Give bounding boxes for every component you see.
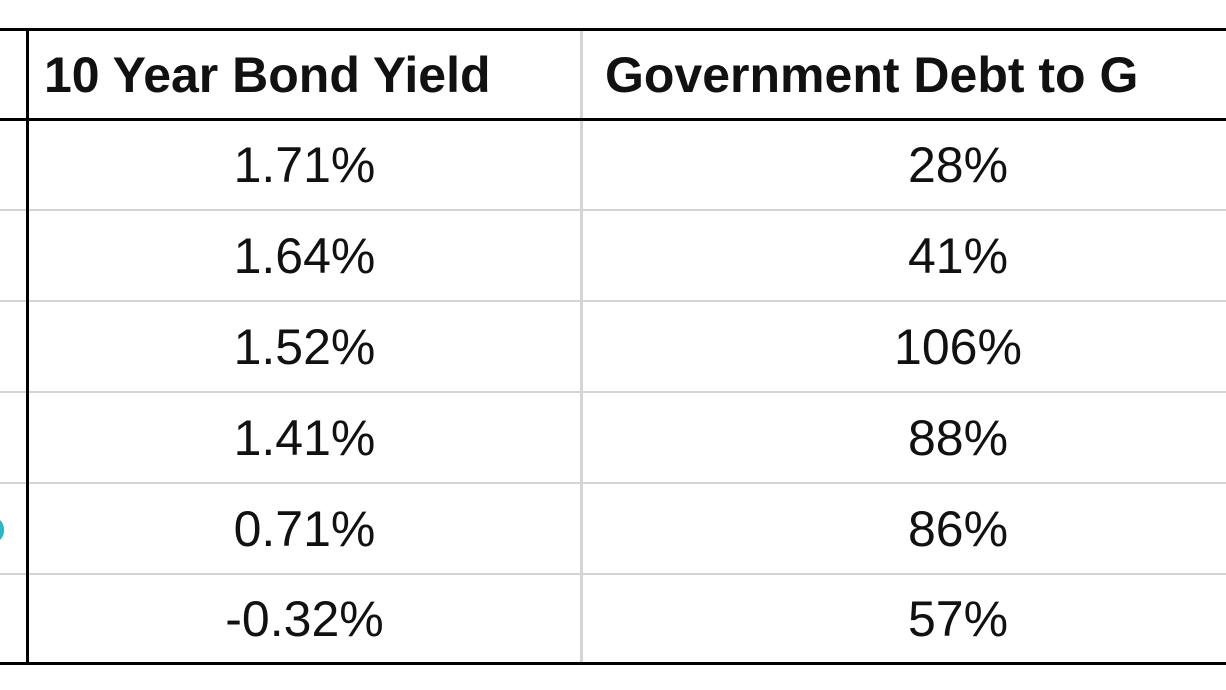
row-divider bbox=[0, 391, 1226, 393]
cell-yield-row-6: -0.32% bbox=[225, 590, 384, 647]
cell-yield-row-5: 0.71% bbox=[233, 500, 376, 557]
left-column-border bbox=[26, 28, 29, 665]
header-bond-yield: 10 Year Bond Yield bbox=[44, 46, 491, 103]
header-government-debt: Government Debt to G bbox=[605, 46, 1139, 103]
row-divider bbox=[0, 300, 1226, 302]
cell-debt-row-6: 57% bbox=[907, 590, 1009, 647]
cell-debt-row-4: 88% bbox=[907, 409, 1009, 466]
cell-yield-row-3: 1.52% bbox=[233, 318, 376, 375]
cell-yield-row-2: 1.64% bbox=[233, 227, 376, 284]
cell-debt-row-2: 41% bbox=[907, 227, 1009, 284]
row-divider bbox=[0, 573, 1226, 575]
table-bottom-border bbox=[0, 662, 1226, 665]
cut-off-cell-mark bbox=[0, 517, 4, 543]
cell-yield-row-1: 1.71% bbox=[233, 137, 376, 193]
table-top-border bbox=[0, 28, 1226, 31]
header-debt-clip: Government Debt to G bbox=[583, 31, 1226, 118]
cell-debt-row-1: 28% bbox=[907, 137, 1009, 193]
cell-yield-row-4: 1.41% bbox=[233, 409, 376, 466]
cell-debt-row-3: 106% bbox=[894, 318, 1022, 375]
row-divider bbox=[0, 482, 1226, 484]
cell-debt-row-5: 86% bbox=[907, 500, 1009, 557]
row-divider bbox=[0, 209, 1226, 211]
column-divider bbox=[580, 30, 583, 664]
header-bottom-border bbox=[0, 118, 1226, 121]
